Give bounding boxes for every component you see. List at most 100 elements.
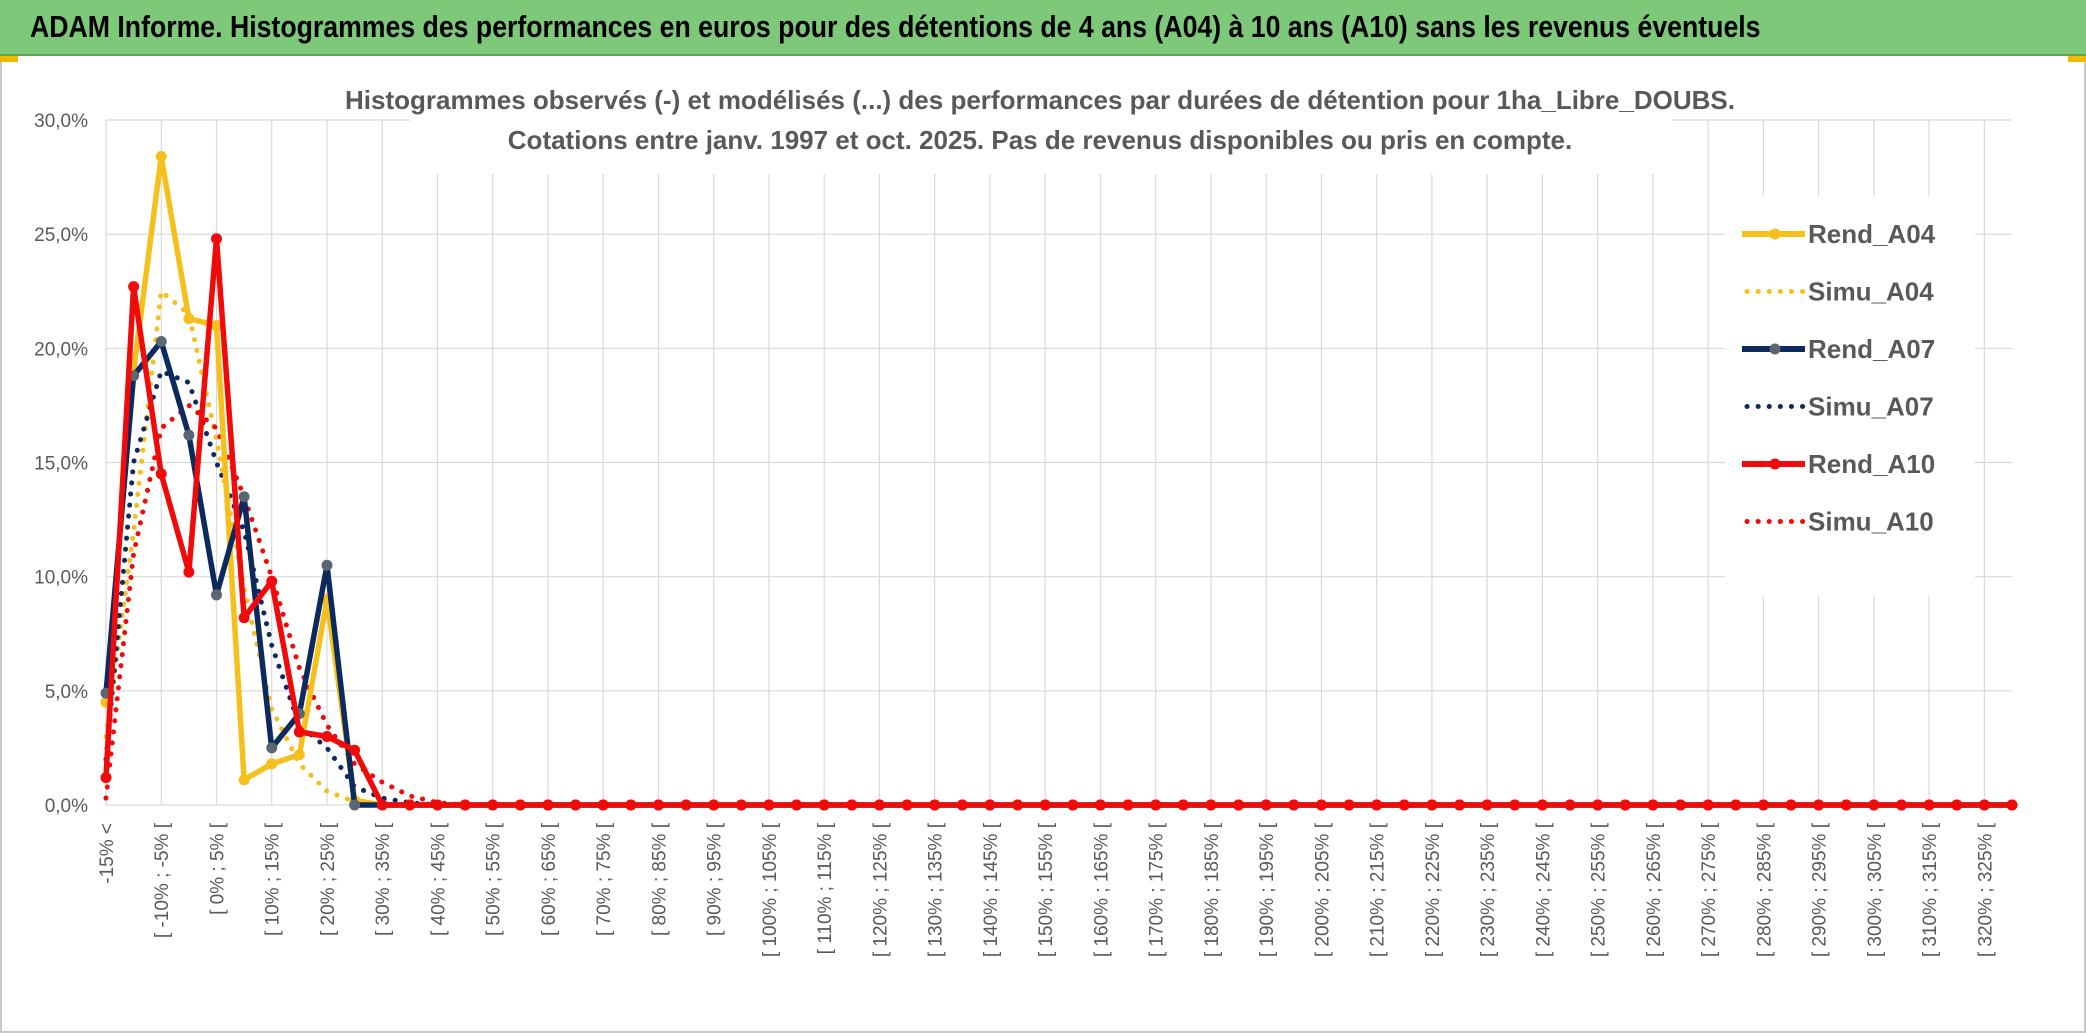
data-point-Rend_A10	[1481, 799, 1493, 811]
chart-title-background	[410, 78, 1672, 174]
data-point-Rend_A10	[514, 799, 526, 811]
data-point-Rend_A10	[1012, 799, 1024, 811]
data-point-Rend_A10	[1978, 799, 1990, 811]
data-point-Rend_A10	[1426, 799, 1438, 811]
data-point-Rend_A10	[155, 468, 167, 480]
data-point-Rend_A10	[1233, 799, 1245, 811]
x-tick-label: [ 220% ; 225% [	[1423, 822, 1444, 957]
data-point-Rend_A10	[321, 731, 333, 742]
data-point-Rend_A10	[2006, 799, 2018, 811]
data-point-Rend_A10	[293, 726, 305, 738]
x-tick-label: [ 250% ; 255% [	[1589, 822, 1610, 957]
data-point-Rend_A10	[1343, 799, 1355, 811]
data-point-Rend_A10	[266, 575, 278, 587]
data-point-Rend_A04	[266, 758, 278, 770]
x-tick-label: [ 260% ; 265% [	[1644, 822, 1665, 957]
data-point-Rend_A10	[1675, 799, 1687, 811]
legend-label: Simu_A10	[1808, 507, 1934, 537]
series-Simu_A10	[103, 402, 2015, 808]
x-tick-label: [ 80% ; 85% [	[649, 822, 670, 936]
data-point-Rend_A10	[183, 566, 195, 578]
data-point-Rend_A10	[1785, 799, 1797, 811]
data-point-Rend_A10	[1288, 799, 1300, 811]
data-point-Rend_A10	[929, 799, 941, 811]
data-point-Rend_A07	[321, 559, 333, 571]
series	[100, 151, 2018, 811]
data-point-Rend_A04	[183, 313, 195, 325]
legend-item-Simu_A07: Simu_A07	[1744, 392, 1934, 422]
data-point-Rend_A10	[625, 799, 637, 811]
data-point-Rend_A10	[846, 799, 858, 811]
data-point-Rend_A10	[708, 799, 720, 811]
data-point-Rend_A10	[1592, 799, 1604, 811]
legend-marker	[1769, 458, 1781, 470]
x-tick-label: [ 20% ; 25% [	[318, 822, 339, 936]
x-tick-label: [ 40% ; 45% [	[428, 822, 449, 936]
data-point-Rend_A10	[1398, 799, 1410, 811]
data-point-Rend_A10	[1315, 799, 1327, 811]
y-axis: 0,0% 5,0% 10,0% 15,0% 20,0% 25,0% 30,0%	[34, 111, 88, 817]
x-tick-label: [ 130% ; 135% [	[926, 822, 947, 957]
data-point-Rend_A07	[210, 589, 222, 601]
data-point-Rend_A10	[597, 799, 609, 811]
y-tick-label: 25,0%	[34, 225, 88, 246]
data-point-Rend_A10	[570, 799, 582, 811]
data-point-Rend_A10	[1122, 799, 1134, 811]
data-point-Rend_A10	[1150, 799, 1162, 811]
y-tick-label: 15,0%	[34, 454, 88, 475]
data-point-Rend_A10	[873, 799, 885, 811]
x-tick-label: [ 300% ; 305% [	[1865, 822, 1886, 957]
data-point-Rend_A10	[818, 799, 830, 811]
data-point-Rend_A10	[431, 799, 443, 811]
data-point-Rend_A10	[349, 744, 361, 756]
data-point-Rend_A10	[1868, 799, 1880, 811]
legend: Rend_A04 Simu_A04 Rend_A07 Simu_A07 Rend_A10…	[1725, 196, 1975, 596]
data-point-Rend_A04	[238, 774, 250, 786]
data-point-Rend_A10	[680, 799, 692, 811]
x-tick-label: [ 10% ; 15% [	[263, 822, 284, 936]
y-tick-label: 20,0%	[34, 339, 88, 360]
data-point-Rend_A10	[1896, 799, 1908, 811]
x-tick-label: [ 290% ; 295% [	[1810, 822, 1831, 957]
x-tick-label: [ 310% ; 315% [	[1920, 822, 1941, 957]
data-point-Rend_A07	[238, 491, 250, 503]
x-tick-label: [ 160% ; 165% [	[1091, 822, 1112, 957]
data-point-Rend_A10	[791, 799, 803, 811]
x-tick-label: [ 100% ; 105% [	[760, 822, 781, 957]
chart-title: Histogrammes observés (-) et modélisés (…	[345, 78, 1735, 174]
data-point-Rend_A10	[1371, 799, 1383, 811]
legend-marker	[1769, 343, 1781, 355]
legend-label: Rend_A07	[1808, 334, 1935, 364]
data-point-Rend_A10	[1757, 799, 1769, 811]
x-tick-label: [ 270% ; 275% [	[1699, 822, 1720, 957]
data-point-Rend_A07	[349, 799, 361, 811]
data-point-Rend_A10	[1094, 799, 1106, 811]
data-point-Rend_A10	[1923, 799, 1935, 811]
x-tick-label: [ 190% ; 195% [	[1257, 822, 1278, 957]
chart-title-line-2: Cotations entre janv. 1997 et oct. 2025.…	[508, 125, 1572, 155]
y-tick-label: 10,0%	[34, 568, 88, 589]
y-tick-label: 0,0%	[45, 796, 88, 817]
data-point-Rend_A10	[459, 799, 471, 811]
corner-mark-left	[0, 56, 18, 62]
data-point-Rend_A10	[901, 799, 913, 811]
data-point-Rend_A04	[293, 749, 305, 761]
data-point-Rend_A10	[1039, 799, 1051, 811]
data-point-Rend_A10	[1177, 799, 1189, 811]
x-tick-label: [ 120% ; 125% [	[870, 822, 891, 957]
data-point-Rend_A10	[128, 281, 140, 293]
title-banner: ADAM Informe. Histogrammes des performan…	[0, 0, 2086, 56]
data-point-Rend_A10	[984, 799, 996, 811]
data-point-Rend_A07	[183, 429, 195, 441]
data-point-Rend_A10	[376, 799, 388, 811]
data-point-Rend_A10	[238, 612, 250, 624]
x-tick-label: [ 50% ; 55% [	[484, 822, 505, 936]
data-point-Rend_A10	[1619, 799, 1631, 811]
x-tick-label: [ 0% ; 5% [	[207, 822, 228, 915]
corner-mark-right	[2068, 56, 2086, 62]
x-tick-label: -15% <	[97, 823, 118, 884]
data-point-Rend_A10	[735, 799, 747, 811]
y-tick-label: 5,0%	[45, 682, 88, 703]
x-tick-label: [ 230% ; 235% [	[1478, 822, 1499, 957]
legend-item-Rend_A07: Rend_A07	[1742, 334, 1935, 364]
